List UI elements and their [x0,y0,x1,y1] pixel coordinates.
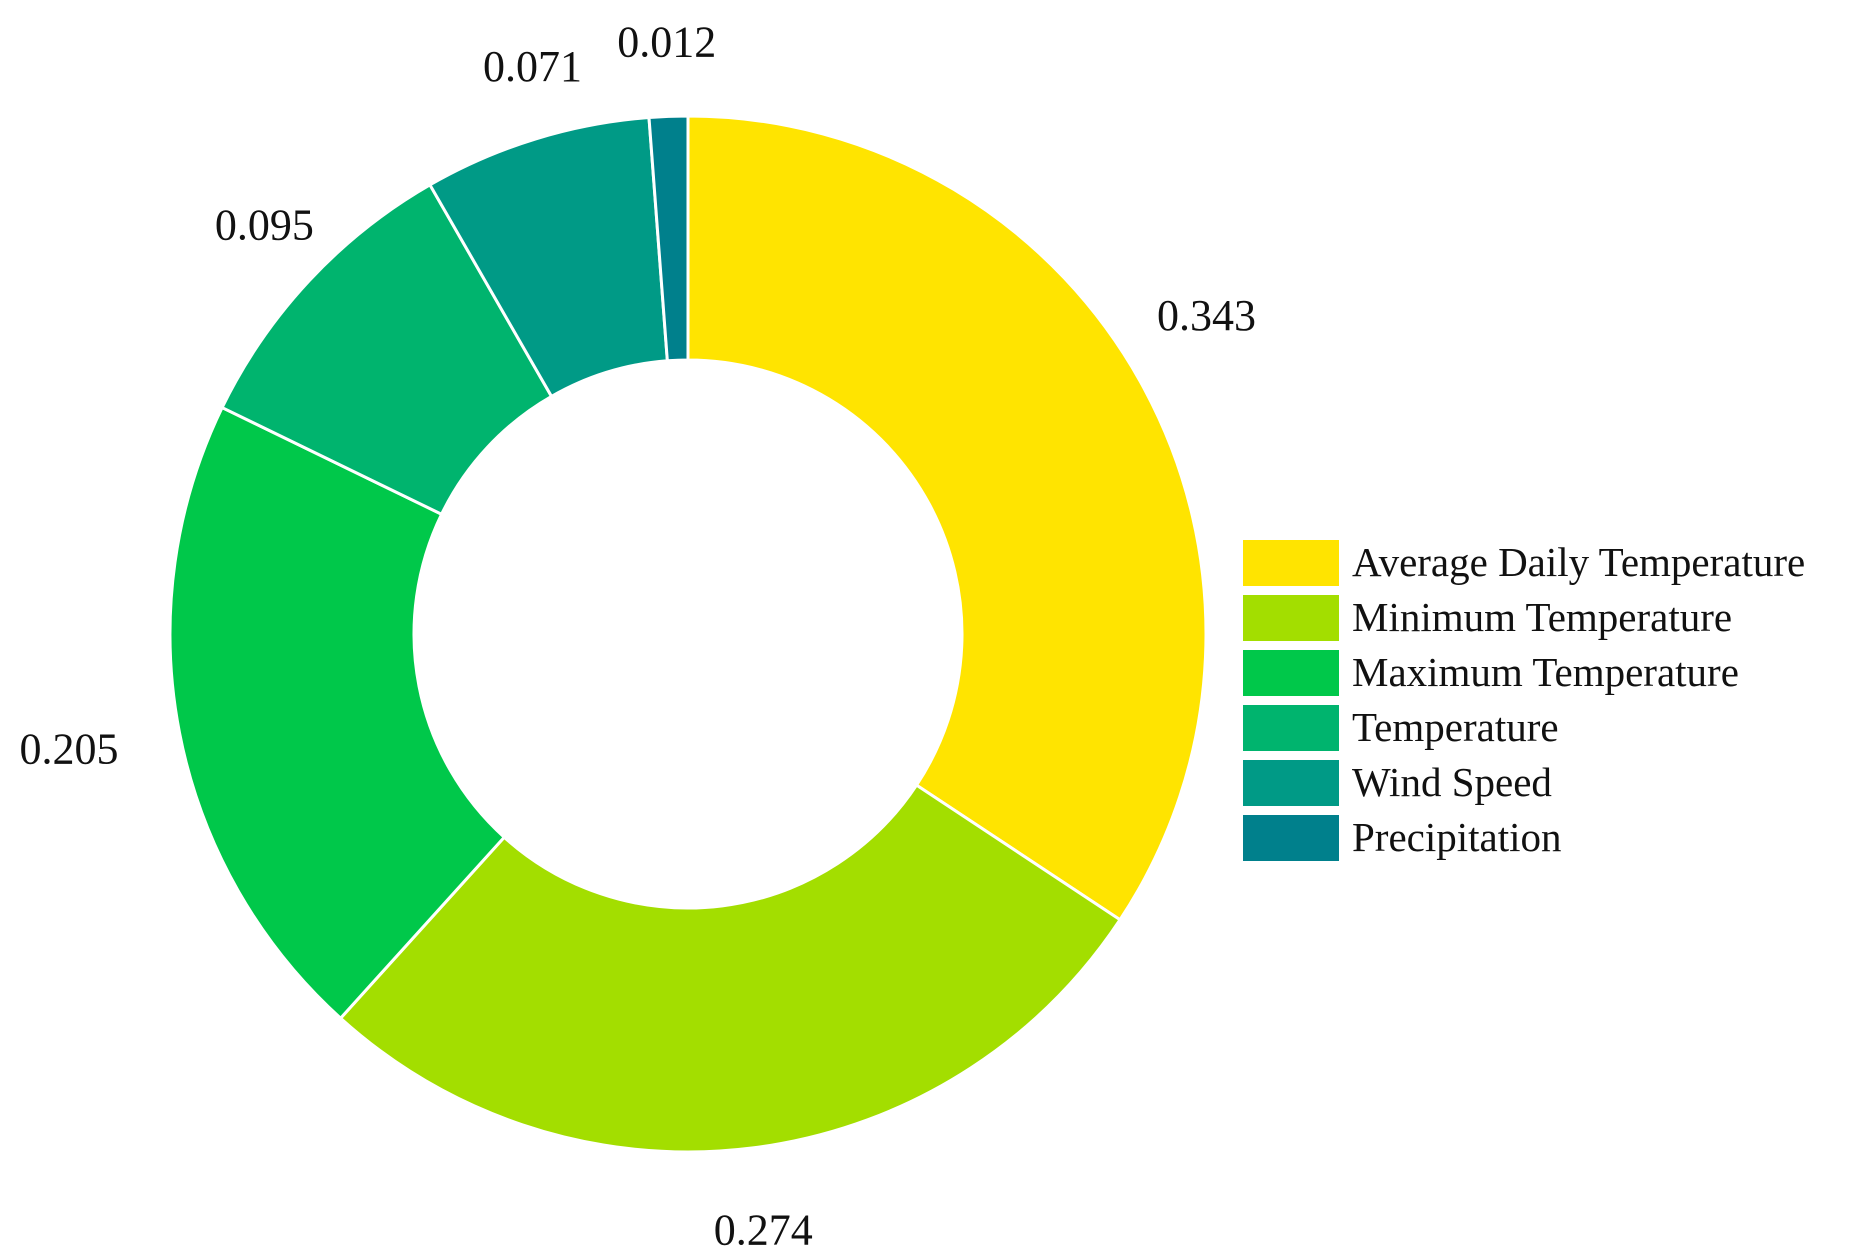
legend-label-wind-speed: Wind Speed [1352,759,1552,805]
value-label-maximum-temperature: 0.205 [19,724,118,773]
donut-slices [168,114,1208,1154]
slice-average-daily-temperature [686,114,1208,922]
legend-swatch-wind-speed [1243,760,1339,806]
value-label-wind-speed: 0.071 [483,42,582,91]
slice-maximum-temperature [168,405,507,1021]
value-label-temperature: 0.095 [215,201,314,250]
slice-temperature [220,182,554,517]
legend-swatch-precipitation [1243,815,1339,861]
legend-swatch-maximum-temperature [1243,650,1339,696]
legend-swatch-minimum-temperature [1243,595,1339,641]
legend-swatch-average-daily-temperature [1243,540,1339,586]
value-label-average-daily-temperature: 0.343 [1157,291,1256,340]
legend-label-precipitation: Precipitation [1352,814,1562,860]
legend-label-minimum-temperature: Minimum Temperature [1352,594,1732,640]
slice-minimum-temperature [338,783,1123,1154]
legend-label-maximum-temperature: Maximum Temperature [1352,649,1739,695]
value-label-minimum-temperature: 0.274 [714,1205,813,1254]
slice-precipitation [647,114,690,363]
legend-label-average-daily-temperature: Average Daily Temperature [1352,539,1805,585]
value-label-precipitation: 0.012 [617,17,716,66]
legend-swatch-temperature [1243,705,1339,751]
legend-label-temperature: Temperature [1352,704,1559,750]
legend: Average Daily Temperature Minimum Tempera… [1243,539,1805,861]
value-labels: 0.343 0.274 0.205 0.095 0.071 0.012 [19,17,1256,1254]
